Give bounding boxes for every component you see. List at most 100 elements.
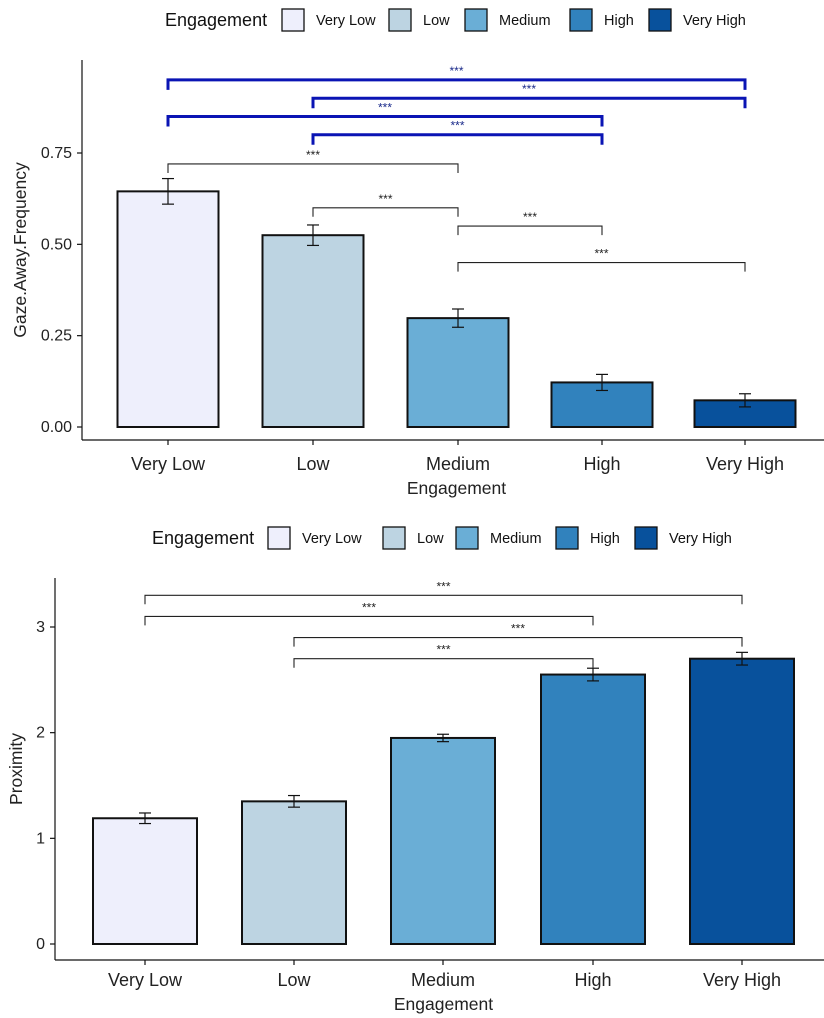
significance-bracket-very-low-vs-very-high: *** [144, 579, 743, 605]
significance-bracket-low-vs-very-high: *** [311, 82, 747, 109]
legend-label-low: Low [423, 13, 450, 29]
bar-medium [406, 317, 510, 429]
error-bar-very-low [139, 812, 151, 825]
significance-bracket-very-low-vs-very-high: *** [166, 64, 747, 90]
x-tick-label-very-high: Very High [706, 454, 784, 474]
legend-label-very-low: Very Low [316, 13, 376, 29]
legend: Engagement Very Low Low Medium High Very High [165, 8, 746, 32]
significance-bracket-low-vs-high: *** [311, 119, 604, 145]
bracket-line [166, 78, 747, 90]
legend-label-very-high: Very High [669, 531, 732, 547]
legend-label-very-low: Very Low [302, 531, 362, 547]
legend-swatch-medium [455, 526, 479, 550]
chart-panel-2: Engagement Very Low Low Medium High Very High… [6, 526, 824, 1014]
bracket-line [144, 594, 743, 605]
y-tick-label: 0.50 [41, 236, 72, 253]
bar-very-high [689, 657, 795, 945]
x-tick-label-very-low: Very Low [131, 454, 206, 474]
legend-swatch-very-low [267, 526, 291, 550]
error-bar-medium [437, 733, 449, 743]
y-tick-label: 1 [36, 830, 45, 847]
significance-label: *** [511, 622, 525, 636]
significance-label: *** [306, 148, 320, 162]
x-tick-label-very-low: Very Low [108, 970, 183, 990]
bracket-line [457, 225, 603, 236]
significance-bracket-low-vs-high: *** [293, 643, 594, 668]
significance-label: *** [362, 600, 376, 614]
significance-label: *** [522, 82, 536, 96]
y-tick-label: 0 [36, 936, 45, 953]
legend-swatch-medium [464, 8, 488, 32]
legend-label-high: High [604, 13, 634, 29]
bar-low [241, 800, 347, 945]
significance-bracket-low-vs-medium: *** [312, 192, 459, 217]
y-tick-label: 0.00 [41, 419, 72, 436]
significance-label: *** [449, 64, 463, 78]
significance-label: *** [378, 100, 392, 114]
error-bar-low [307, 224, 319, 247]
bar-very-low [92, 817, 198, 945]
y-axis-title: Gaze.Away.Frequency [10, 162, 30, 338]
x-tick-label-low: Low [277, 970, 311, 990]
legend: Engagement Very Low Low Medium High Very High [152, 526, 732, 550]
legend-swatch-low [388, 8, 412, 32]
significance-bracket-very-low-vs-high: *** [166, 100, 604, 127]
x-tick-label-low: Low [296, 454, 330, 474]
error-bar-very-high [736, 651, 748, 666]
y-tick-label: 0.75 [41, 145, 72, 162]
x-tick-label-very-high: Very High [703, 970, 781, 990]
legend-label-medium: Medium [490, 531, 542, 547]
bracket-line [293, 658, 594, 668]
bar-low [261, 234, 365, 428]
legend-swatch-high [569, 8, 593, 32]
x-axis-title: Engagement [407, 478, 506, 498]
bracket-line [457, 262, 746, 272]
legend-title: Engagement [165, 10, 267, 30]
error-bar-medium [452, 308, 464, 328]
y-axis-title: Proximity [6, 733, 26, 805]
bracket-line [312, 207, 459, 217]
error-bar-high [587, 667, 599, 682]
significance-label: *** [523, 210, 537, 224]
significance-label: *** [378, 192, 392, 206]
significance-bracket-low-vs-very-high: *** [293, 622, 743, 647]
x-tick-label-medium: Medium [426, 454, 490, 474]
significance-bracket-very-low-vs-medium: *** [167, 148, 459, 173]
bar-high [540, 673, 646, 945]
x-tick-label-medium: Medium [411, 970, 475, 990]
legend-label-very-high: Very High [683, 13, 746, 29]
legend-title: Engagement [152, 528, 254, 548]
legend-swatch-very-low [281, 8, 305, 32]
x-tick-label-high: High [583, 454, 620, 474]
significance-label: *** [594, 247, 608, 261]
error-bar-very-high [739, 393, 751, 408]
significance-label: *** [450, 119, 464, 133]
significance-label: *** [436, 643, 450, 657]
bar-medium [390, 736, 496, 946]
significance-bracket-medium-vs-very-high: *** [457, 247, 746, 272]
legend-swatch-high [555, 526, 579, 550]
bracket-line [166, 114, 604, 127]
legend-swatch-very-high [648, 8, 672, 32]
legend-label-medium: Medium [499, 13, 551, 29]
significance-bracket-medium-vs-high: *** [457, 210, 603, 236]
error-bar-very-low [162, 177, 174, 205]
legend-swatch-very-high [634, 526, 658, 550]
significance-label: *** [436, 579, 450, 593]
bracket-line [144, 615, 594, 626]
y-tick-label: 2 [36, 725, 45, 742]
bar-very-low [116, 190, 220, 428]
bracket-line [311, 96, 747, 109]
error-bar-low [288, 794, 300, 808]
y-tick-label: 0.25 [41, 328, 72, 345]
bracket-line [167, 163, 459, 173]
legend-label-high: High [590, 531, 620, 547]
bracket-line [311, 133, 604, 145]
significance-bracket-very-low-vs-high: *** [144, 600, 594, 626]
chart-panel-1: Engagement Very Low Low Medium High Very High… [10, 8, 824, 498]
legend-swatch-low [382, 526, 406, 550]
error-bar-high [596, 373, 608, 392]
bracket-line [293, 637, 743, 647]
x-tick-label-high: High [574, 970, 611, 990]
